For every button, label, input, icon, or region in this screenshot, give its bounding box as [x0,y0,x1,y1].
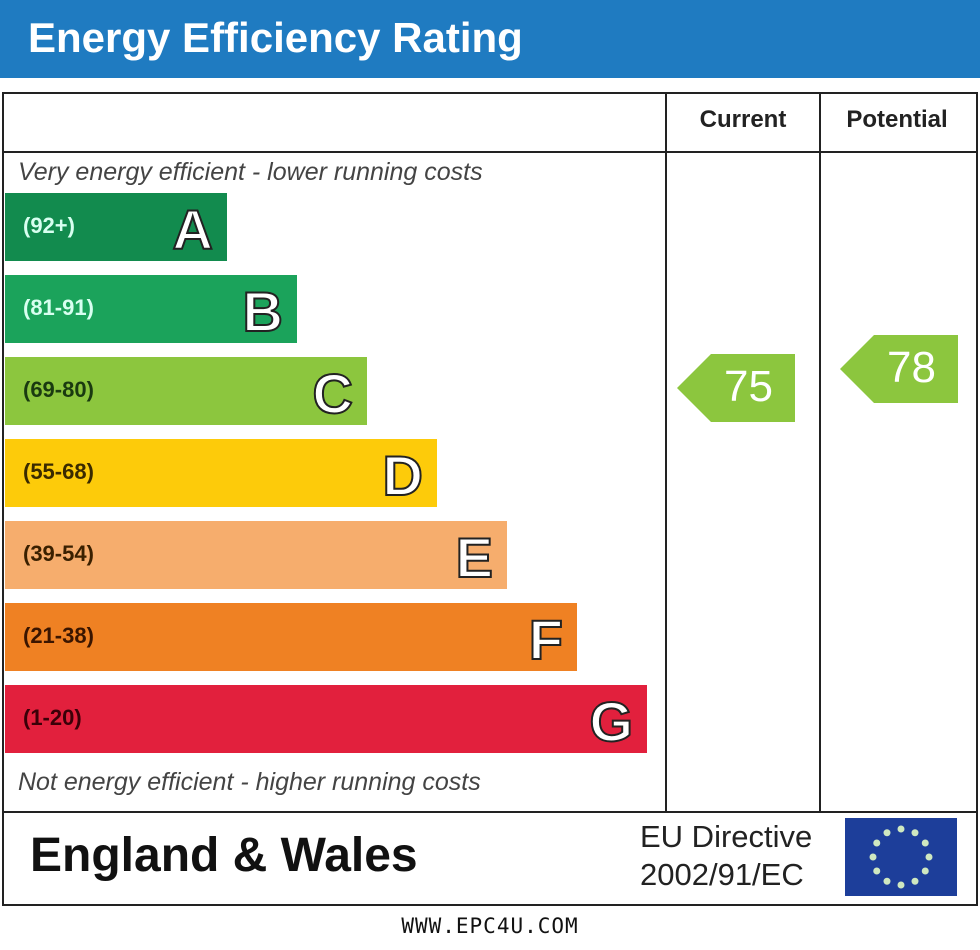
directive-line2: 2002/91/EC [640,857,804,892]
arrow-shape [840,335,958,404]
region-label: England & Wales [30,829,418,882]
chart-title: Energy Efficiency Rating [28,14,523,61]
divider [2,811,978,813]
band-letter: F [528,607,564,672]
eu-directive: EU Directive 2002/91/EC [640,818,812,894]
band-bar-c: (69-80) C [5,357,367,426]
band-letter: E [455,525,494,590]
column-header-potential: Potential [846,106,948,133]
arrow-shape [677,353,795,422]
band-bar-b: (81-91) B [5,275,297,344]
band-range: (1-20) [23,705,82,730]
band-range: (39-54) [23,541,94,566]
band-range: (55-68) [23,459,94,484]
note-bottom: Not energy efficient - higher running co… [18,768,481,796]
band-range: (92+) [23,213,75,238]
band-letter: G [588,689,634,754]
rating-table [2,92,978,906]
potential-rating-arrow: 78 [840,335,958,404]
band-range: (21-38) [23,623,94,648]
band-range: (69-80) [23,377,94,402]
band-range: (81-91) [23,295,94,320]
note-top: Very energy efficient - lower running co… [18,158,483,186]
directive-line1: EU Directive [640,819,813,854]
header-bar: Energy Efficiency Rating [0,0,980,78]
website-label: WWW.EPC4U.COM [401,914,579,938]
divider [2,151,978,153]
divider [819,92,821,812]
potential-rating-value: 78 [887,343,936,393]
band-bar-f: (21-38) F [5,603,577,672]
band-letter: C [312,361,354,426]
band-letter: A [172,197,214,262]
current-rating-value: 75 [724,361,773,411]
band-bar-a: (92+) A [5,193,227,262]
band-bar-d: (55-68) D [5,439,437,508]
band-letter: D [382,443,424,508]
band-bar-g: (1-20) G [5,685,647,754]
eu-flag-icon [845,818,957,896]
band-bar-e: (39-54) E [5,521,507,590]
band-letter: B [242,279,284,344]
divider [665,92,667,812]
column-header-current: Current [699,106,787,133]
current-rating-arrow: 75 [677,353,795,422]
